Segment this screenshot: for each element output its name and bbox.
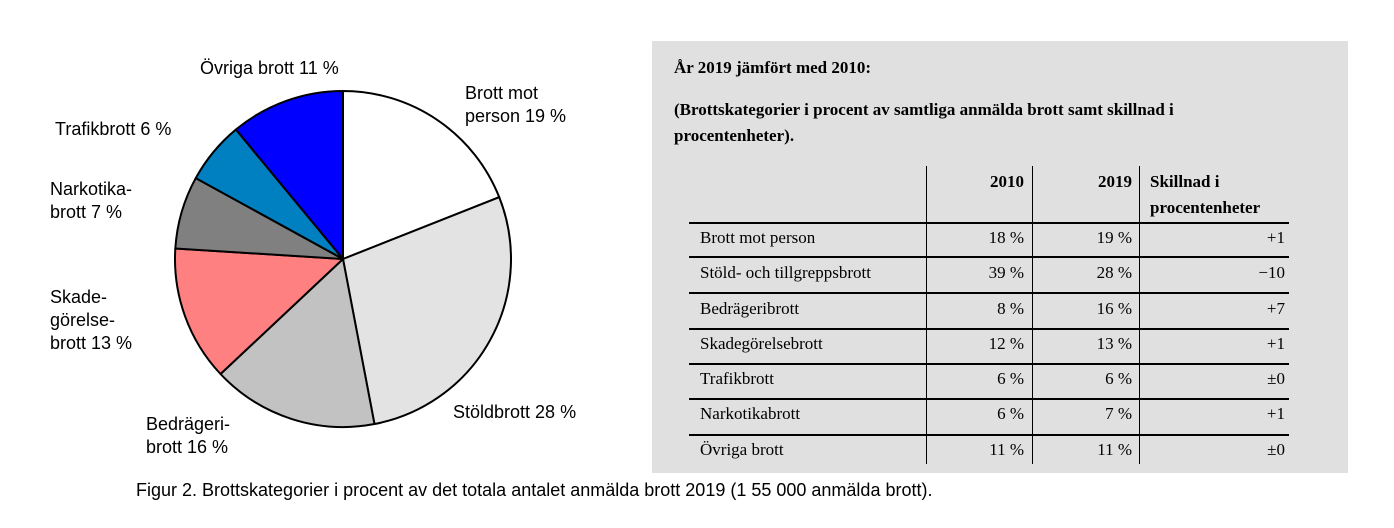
table-hline (689, 434, 1289, 436)
row-2010: 6 % (997, 404, 1024, 423)
slice-label-brott-mot-person: Brott mot person 19 % (465, 83, 567, 126)
row-2019: 16 % (1096, 299, 1132, 318)
comparison-panel: År 2019 jämfört med 2010: (Brottskategor… (652, 41, 1348, 473)
row-category: Narkotikabrott (700, 404, 801, 423)
slice-label-ovriga: Övriga brott 11 % (200, 58, 339, 78)
row-2019: 19 % (1096, 228, 1132, 247)
row-2010: 18 % (988, 228, 1024, 247)
pie-slice-1 (342, 196, 512, 426)
pie-svg (173, 90, 512, 428)
row-category: Brott mot person (700, 228, 816, 247)
table-hline (689, 363, 1289, 365)
row-diff: −10 (1258, 263, 1285, 282)
pie-slice-3 (173, 247, 344, 375)
row-diff: +1 (1266, 228, 1285, 247)
row-2010: 6 % (997, 369, 1024, 388)
figure-caption: Figur 2. Brottskategorier i procent av d… (136, 480, 933, 500)
table-hline (689, 222, 1289, 224)
pie-slice-0 (342, 90, 501, 260)
row-2019: 11 % (1097, 440, 1132, 459)
table-hline (689, 292, 1289, 294)
row-diff: ±0 (1267, 440, 1285, 459)
row-2010: 8 % (997, 299, 1024, 318)
row-2010: 39 % (988, 263, 1024, 282)
slice-label-trafikbrott: Trafikbrott 6 % (55, 119, 172, 139)
row-2010: 12 % (988, 334, 1024, 353)
table-hline (689, 256, 1289, 258)
header-2010: 2010 (990, 172, 1024, 191)
slice-label-skadegorelse: Skade- görelse- brott 13 % (50, 287, 133, 353)
row-category: Skadegörelsebrott (700, 334, 823, 353)
table-hline (689, 398, 1289, 400)
header-diff-line2: procentenheter (1150, 198, 1261, 217)
pie-slice-2 (219, 258, 376, 428)
panel-title: År 2019 jämfört med 2010: (674, 58, 872, 77)
panel-subtitle-line1: (Brottskategorier i procent av samtliga … (674, 100, 1174, 119)
header-diff-line1: Skillnad i (1150, 172, 1220, 191)
row-diff: +7 (1266, 299, 1285, 318)
table-vline (1032, 166, 1033, 464)
row-diff: ±0 (1267, 369, 1285, 388)
row-category: Övriga brott (700, 440, 784, 459)
slice-label-bedrageri: Bedrägeri- brott 16 % (146, 414, 231, 457)
row-diff: +1 (1266, 334, 1285, 353)
pie-slice-6 (234, 90, 344, 260)
slice-label-narkotika: Narkotika- brott 7 % (50, 179, 133, 222)
row-2019: 6 % (1105, 369, 1132, 388)
row-2019: 7 % (1105, 404, 1132, 423)
row-2010: 11 % (989, 440, 1024, 459)
table-hline (689, 328, 1289, 330)
header-2019: 2019 (1098, 172, 1132, 191)
row-2019: 13 % (1096, 334, 1132, 353)
row-2019: 28 % (1096, 263, 1132, 282)
row-category: Stöld- och tillgreppsbrott (700, 263, 871, 282)
row-category: Trafikbrott (700, 369, 774, 388)
row-diff: +1 (1266, 404, 1285, 423)
row-category: Bedrägeribrott (700, 299, 800, 318)
pie-chart: Brott mot person 19 % Stöldbrott 28 % Be… (0, 0, 640, 480)
slice-label-stoldbrott: Stöldbrott 28 % (453, 402, 577, 422)
table-vline (1139, 166, 1140, 464)
table-vline (926, 166, 927, 464)
panel-subtitle-line2: procentenheter). (674, 126, 795, 145)
